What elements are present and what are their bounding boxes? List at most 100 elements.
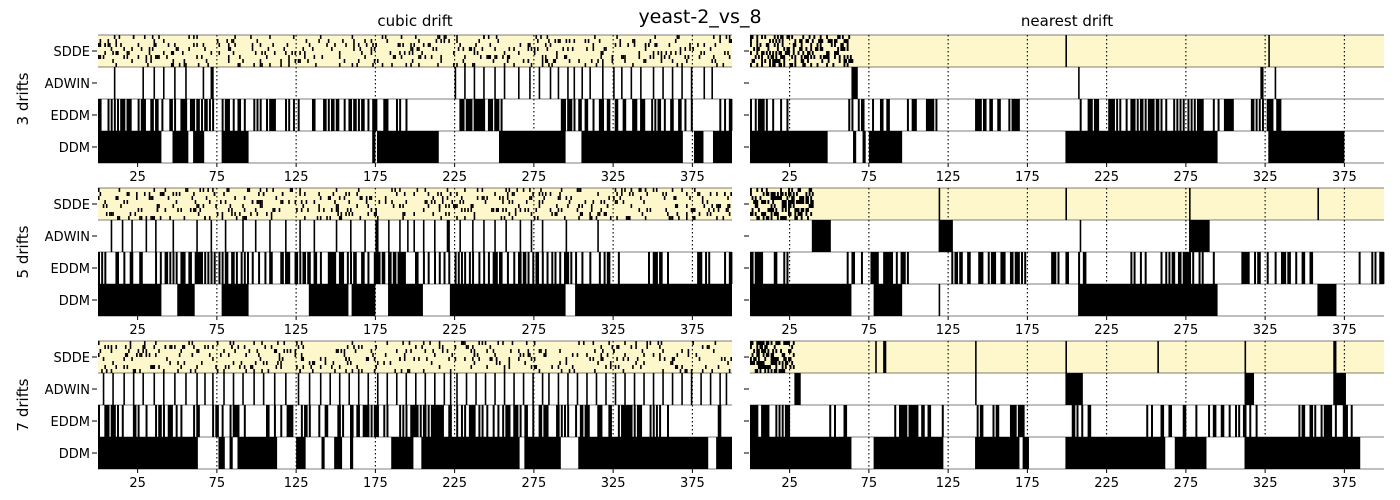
detection-cell [849, 55, 852, 59]
detection-cell [445, 35, 447, 39]
detection-cell [614, 188, 617, 192]
detection-cell [470, 349, 473, 353]
detection-bar [649, 405, 652, 437]
detection-cell [590, 204, 593, 208]
detection-cell [681, 63, 683, 67]
detection-bar [1111, 99, 1114, 131]
detection-cell [400, 35, 403, 39]
detection-bar [1225, 99, 1228, 131]
detection-cell [516, 188, 519, 192]
detection-cell [565, 196, 568, 200]
detection-cell [756, 369, 759, 373]
detection-cell [643, 361, 645, 365]
detection-cell [408, 341, 411, 345]
detection-bar [132, 373, 135, 405]
detection-bar [1014, 252, 1017, 284]
detection-bar [356, 405, 359, 437]
detection-cell [578, 341, 580, 345]
detection-bar [281, 252, 284, 284]
detection-bar [131, 252, 134, 284]
detection-cell [98, 341, 100, 345]
detection-bar [478, 405, 481, 437]
detection-cell [767, 353, 770, 357]
x-tick-label: 175 [1015, 170, 1040, 185]
detection-cell [765, 341, 768, 345]
detection-cell [557, 208, 560, 212]
detection-bar [367, 373, 370, 405]
detection-bar [142, 67, 144, 99]
detection-cell [619, 43, 622, 47]
x-tick-label: 275 [1173, 476, 1198, 491]
detection-bar [193, 405, 196, 437]
detection-cell [750, 51, 752, 55]
detection-bar [567, 252, 570, 284]
detection-bar [98, 252, 100, 284]
detection-bar [1089, 405, 1092, 437]
detection-cell [819, 35, 822, 39]
detection-cell [533, 51, 536, 55]
detection-cell [224, 200, 227, 204]
detection-bar [1350, 405, 1353, 437]
detection-bar [367, 99, 370, 131]
detection-bar [491, 99, 494, 131]
detection-cell [304, 51, 306, 55]
detection-cell [462, 59, 465, 63]
detection-cell [253, 63, 255, 67]
detection-cell [727, 196, 729, 200]
detection-bar [587, 405, 590, 437]
detection-cell [519, 208, 522, 212]
detection-cell [484, 341, 487, 345]
detection-bar [456, 373, 458, 405]
detection-bar [299, 220, 301, 252]
detection-cell [193, 345, 195, 349]
detection-cell [495, 35, 498, 39]
detection-cell [567, 204, 569, 208]
detection-cell [843, 39, 846, 43]
detection-cell [636, 357, 639, 361]
detection-cell [356, 204, 358, 208]
detection-bar [719, 373, 721, 405]
detection-cell [773, 59, 776, 63]
detection-cell [624, 341, 626, 345]
x-tick-label: 375 [680, 476, 705, 491]
detection-cell [821, 39, 824, 43]
detection-cell [617, 365, 620, 369]
detection-cell [849, 59, 852, 63]
detection-bar [454, 67, 457, 99]
detection-cell [805, 208, 808, 212]
detection-cell [410, 43, 412, 47]
detection-bar [419, 405, 422, 437]
detection-bar [1266, 252, 1269, 284]
detection-bar [851, 252, 854, 284]
detection-cell [772, 357, 775, 361]
detection-bar [237, 99, 240, 131]
detection-bar [286, 405, 289, 437]
detection-cell [492, 208, 495, 212]
detection-cell [764, 349, 767, 353]
x-tick-label: 75 [861, 170, 878, 185]
detection-cell [180, 349, 183, 353]
detection-cell [226, 188, 228, 192]
detection-cell [654, 43, 656, 47]
detection-bar [338, 405, 341, 437]
detection-bar [851, 99, 854, 131]
detection-cell [330, 208, 333, 212]
detection-bar [652, 405, 655, 437]
detection-bar [1220, 405, 1223, 437]
detection-cell [557, 365, 560, 369]
detection-cell [334, 43, 336, 47]
detection-cell [769, 208, 771, 212]
detection-bar [242, 373, 244, 405]
detection-bar [876, 252, 879, 284]
detection-bar [712, 131, 732, 163]
detection-bar [121, 405, 124, 437]
detection-cell [673, 196, 675, 200]
detection-bar [99, 99, 102, 131]
detection-bar [162, 67, 165, 99]
detection-cell [243, 216, 246, 220]
detection-cell [689, 43, 691, 47]
detection-bar [853, 131, 857, 163]
detection-cell [104, 43, 106, 47]
detection-cell [792, 341, 795, 345]
detection-cell [304, 216, 306, 220]
